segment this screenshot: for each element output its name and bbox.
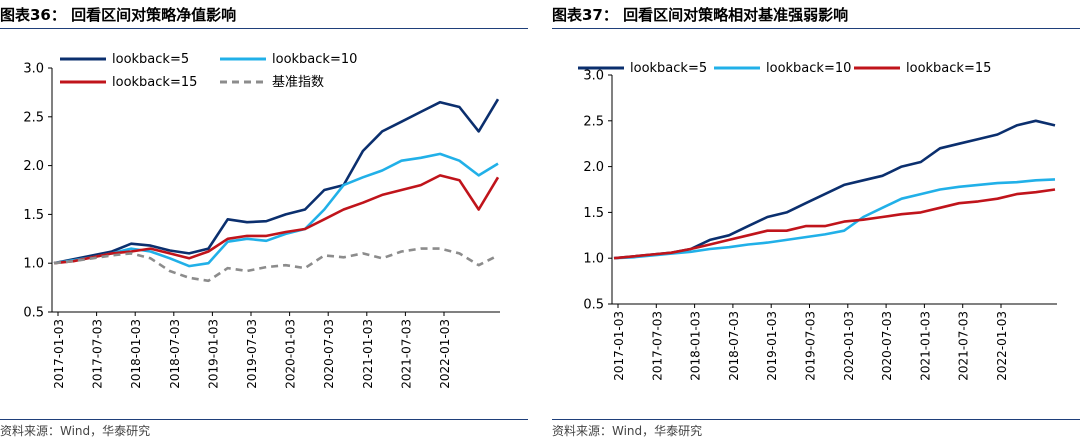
y-tick-label: 2.0: [23, 159, 44, 174]
x-tick-label: 2018-01-03: [129, 319, 143, 389]
series-line-3: [613, 188, 1056, 260]
series-line-4: [53, 247, 499, 283]
y-tick-label: 1.5: [583, 206, 604, 221]
x-tick-label: 2020-01-03: [842, 311, 856, 381]
bottom-rule: [552, 419, 1080, 420]
legend-label: lookback=5: [630, 61, 707, 76]
y-tick-label: 1.0: [583, 252, 604, 267]
y-tick-label: 3.0: [23, 62, 44, 77]
x-tick-label: 2021-01-03: [361, 319, 375, 389]
x-tick-label: 2017-07-03: [650, 311, 664, 381]
x-tick-label: 2017-01-03: [612, 311, 626, 381]
x-tick-label: 2019-01-03: [765, 311, 779, 381]
legend-label: lookback=10: [272, 52, 357, 67]
chart-relative-strength: 0.5 1.0 1.5 2.0 2.5 3.0 2017-01-03 2017-07-03 20…: [578, 61, 1057, 381]
x-tick-label: 2017-07-03: [91, 319, 105, 389]
x-tick-label: 2020-07-03: [322, 319, 336, 389]
top-rule: [552, 28, 1080, 29]
x-tick-label: 2021-07-03: [957, 311, 971, 381]
series-line-3: [53, 174, 500, 265]
chart-nav: 0.5 1.0 1.5 2.0 2.5 3.0 2017-01-03 2017-07-03 20…: [23, 52, 500, 389]
chart-panel-2: 图表37： 回看区间对策略相对基准强弱影响 0.5 1.0 1.5 2.0 2.5 3.0…: [552, 0, 1080, 440]
source-note: 资料来源：Wind，华泰研究: [0, 424, 151, 438]
x-tick-label: 2020-01-03: [284, 319, 298, 389]
x-tick-label: 2020-07-03: [880, 311, 894, 381]
x-tick-label: 2018-07-03: [727, 311, 741, 381]
x-tick-label: 2019-07-03: [245, 319, 259, 389]
x-tick-label: 2019-07-03: [804, 311, 818, 381]
y-tick-label: 1.5: [23, 208, 44, 223]
y-tick-label: 2.5: [583, 114, 604, 129]
y-tick-label: 2.5: [23, 110, 44, 125]
figure-title: 图表36： 回看区间对策略净值影响: [0, 6, 237, 24]
legend-label: lookback=5: [112, 52, 189, 67]
legend-label: 基准指数: [272, 75, 324, 90]
y-tick-label: 0.5: [23, 306, 44, 321]
x-tick-label: 2017-01-03: [52, 319, 66, 389]
legend-label: lookback=15: [112, 75, 197, 90]
x-tick-label: 2022-01-03: [995, 311, 1009, 381]
y-tick-label: 1.0: [23, 257, 44, 272]
series-line-2: [613, 178, 1056, 260]
bottom-rule: [0, 419, 528, 420]
legend-label: lookback=10: [766, 61, 851, 76]
series-line-2: [53, 152, 499, 268]
x-tick-label: 2022-01-03: [438, 319, 452, 389]
y-tick-label: 0.5: [583, 298, 604, 313]
legend-label: lookback=15: [906, 61, 991, 76]
y-tick-label: 2.0: [583, 160, 604, 175]
top-rule: [0, 28, 528, 29]
series-line-1: [613, 119, 1056, 260]
figure-title: 图表37： 回看区间对策略相对基准强弱影响: [552, 6, 849, 24]
x-tick-label: 2019-01-03: [206, 319, 220, 389]
x-tick-label: 2018-07-03: [168, 319, 182, 389]
y-tick-label: 3.0: [583, 69, 604, 84]
x-tick-label: 2021-07-03: [399, 319, 413, 389]
x-tick-label: 2018-01-03: [689, 311, 703, 381]
source-note: 资料来源：Wind，华泰研究: [552, 424, 703, 438]
series-line-1: [53, 98, 500, 265]
chart-panel-1: 图表36： 回看区间对策略净值影响 0.5 1.0 1.5 2.0 2.5 3.0 2017…: [0, 0, 528, 440]
x-tick-label: 2021-01-03: [918, 311, 932, 381]
